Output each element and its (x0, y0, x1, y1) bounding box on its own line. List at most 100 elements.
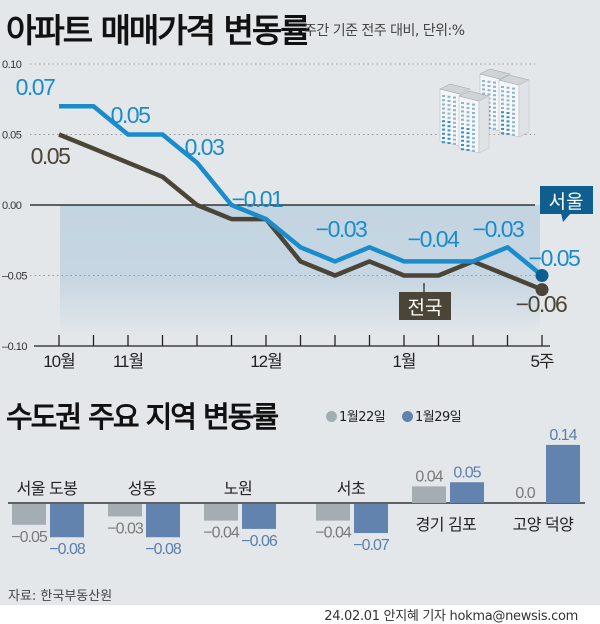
data-label-seoul: −0.04 (408, 226, 460, 252)
window (453, 113, 456, 116)
window (447, 121, 451, 123)
bar-value-label-jan29: 0.14 (549, 427, 577, 444)
window (512, 87, 515, 90)
bar-chart-title: 수도권 주요 지역 변동률 (6, 400, 279, 434)
bar-value-label-jan22: 0.04 (415, 468, 443, 485)
window (453, 100, 456, 103)
series-line-seoul (59, 104, 544, 278)
window (466, 115, 470, 118)
bar-value-label-jan29: −0.06 (241, 533, 278, 550)
window (472, 128, 475, 131)
y-tick-label: –0.10 (2, 341, 27, 353)
category-label: 서초 (337, 480, 365, 498)
legend-item-curr: 1월29일 (402, 406, 462, 425)
legend-dot-curr (402, 411, 413, 422)
window (493, 102, 496, 105)
x-tick-label: 1월 (392, 352, 415, 371)
window (472, 145, 475, 148)
window (466, 128, 470, 130)
window (506, 116, 510, 119)
window (472, 141, 475, 144)
bar-value-label-jan22: −0.04 (203, 525, 240, 542)
window (506, 103, 510, 106)
window (506, 86, 510, 89)
window (506, 124, 510, 127)
window (501, 102, 504, 105)
page-subtitle: 주간 기준 전주 대비, 단위:% (304, 23, 465, 39)
bar-value-label-jan22: 0.0 (515, 485, 535, 502)
window (501, 119, 504, 122)
window (506, 91, 510, 93)
category-label: 노원 (224, 480, 252, 498)
window (442, 111, 445, 114)
window (512, 121, 515, 124)
window (493, 115, 496, 118)
window (442, 116, 445, 118)
bar-jan29 (450, 482, 484, 503)
apartment-buildings-icon (439, 68, 530, 154)
window (512, 112, 515, 115)
window (493, 123, 496, 126)
line-chart: 0.10 0.05 0.00 –0.05 –0.10 10월 11월 12월 1월 5주 0.07 0… (2, 59, 593, 371)
category-label: 서울 도봉 (17, 480, 78, 498)
window (466, 123, 470, 126)
data-label-seoul: −0.03 (316, 216, 367, 242)
window (453, 134, 456, 137)
legend-label-curr: 1월29일 (415, 410, 462, 425)
tower-side (478, 95, 490, 154)
window (466, 132, 470, 135)
window (461, 123, 464, 125)
window (461, 102, 464, 104)
legend-dot-prev (326, 411, 337, 422)
window (487, 89, 491, 92)
window (466, 136, 470, 139)
bar-value-label-jan22: −0.05 (11, 529, 48, 546)
bar-jan22 (204, 504, 238, 521)
legend-item-prev: 1월22일 (326, 406, 386, 425)
x-tick-label: 5주 (530, 352, 553, 371)
window (487, 80, 491, 83)
bar-jan29 (354, 504, 388, 534)
bar-jan22 (316, 504, 350, 521)
window (506, 99, 510, 102)
window (512, 104, 515, 107)
window (501, 86, 504, 88)
data-label-seoul: 0.07 (16, 74, 55, 100)
category-label: 고양 덕양 (513, 516, 575, 534)
window (512, 100, 515, 103)
window (461, 110, 464, 113)
window (461, 114, 464, 117)
window (482, 88, 485, 91)
window (461, 106, 464, 109)
window (501, 128, 504, 130)
window (493, 90, 496, 92)
window (493, 119, 496, 122)
window (447, 137, 451, 140)
window (447, 116, 451, 119)
window (447, 112, 451, 115)
window (466, 149, 470, 151)
data-label-seoul: 0.05 (111, 102, 150, 128)
window (493, 111, 496, 113)
window (506, 120, 510, 123)
window (493, 106, 496, 109)
window (466, 119, 470, 122)
window (482, 80, 485, 82)
window (472, 116, 475, 119)
window (501, 98, 504, 101)
window (482, 84, 485, 87)
credit-line: 24.02.01 안지혜 기자 hokma@newsis.com (324, 609, 578, 624)
data-label-national: 0.05 (31, 143, 70, 169)
y-tick-label: 0.05 (2, 130, 22, 142)
window (442, 95, 445, 97)
data-label-seoul: −0.01 (232, 186, 283, 212)
national-tag-label: 전국 (408, 297, 443, 319)
bar-jan22 (12, 504, 46, 525)
window (461, 131, 464, 134)
window (493, 85, 496, 88)
bar-jan29 (50, 504, 84, 538)
bar-jan29 (242, 504, 276, 529)
legend-label-prev: 1월22일 (339, 410, 386, 425)
data-label-seoul: 0.03 (185, 134, 224, 160)
window (493, 98, 496, 101)
